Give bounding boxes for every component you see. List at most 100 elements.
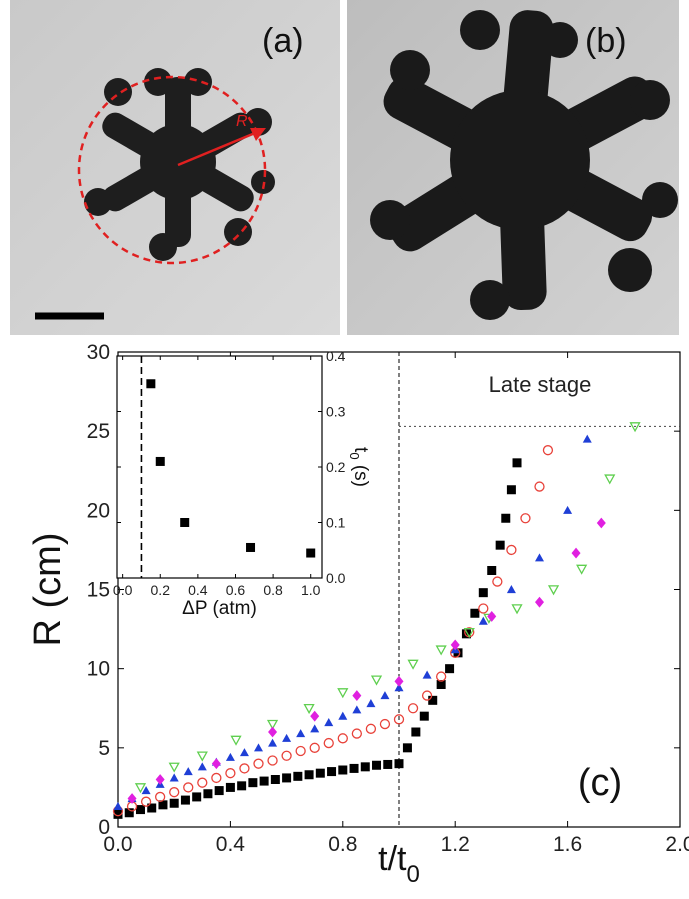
marker — [394, 675, 404, 687]
marker — [337, 688, 349, 699]
marker — [511, 604, 523, 615]
marker — [282, 773, 292, 783]
marker — [351, 728, 363, 739]
chart: 0.00.40.81.21.62.0051015202530Early stag… — [27, 341, 689, 888]
marker — [135, 805, 145, 815]
y-tick-label: 5 — [98, 737, 110, 760]
y-tick-label: 10 — [87, 658, 110, 681]
x-axis-label: t/t0 — [378, 840, 420, 888]
marker — [169, 798, 179, 808]
marker — [501, 513, 511, 523]
marker — [211, 772, 222, 784]
y-tick-label: 25 — [87, 420, 110, 443]
marker — [158, 800, 168, 810]
marker — [196, 751, 208, 762]
x-tick-label: 1.6 — [553, 833, 582, 856]
marker — [520, 513, 531, 524]
marker — [393, 714, 405, 725]
marker — [146, 379, 156, 389]
marker — [230, 735, 242, 746]
radius-label: R — [236, 113, 248, 130]
marker — [259, 776, 269, 786]
y-axis-label-text: t — [350, 447, 371, 453]
marker — [478, 616, 488, 625]
marker — [394, 759, 404, 769]
marker — [246, 542, 256, 552]
x-axis-label: ΔP (atm) — [182, 598, 257, 619]
marker — [127, 793, 137, 804]
y-tick-label: 30 — [87, 341, 110, 364]
marker — [211, 758, 221, 770]
marker — [237, 781, 247, 791]
marker — [239, 748, 249, 757]
marker — [461, 629, 471, 639]
marker — [360, 762, 370, 772]
marker — [365, 723, 377, 734]
marker — [304, 770, 314, 780]
marker — [547, 585, 560, 596]
marker — [169, 787, 180, 798]
marker — [124, 808, 134, 818]
marker — [225, 768, 236, 779]
marker — [435, 671, 447, 682]
panel-label: (b) — [585, 22, 627, 60]
marker — [303, 704, 315, 715]
y-axis-label: R (cm) — [27, 533, 69, 647]
marker — [268, 738, 278, 747]
marker — [380, 691, 390, 700]
marker — [487, 566, 497, 575]
marker — [323, 737, 334, 749]
marker — [563, 505, 573, 514]
marker — [282, 733, 292, 742]
x-tick-label: 0.4 — [188, 582, 208, 598]
x-tick-label: 0.6 — [226, 582, 246, 598]
marker — [180, 518, 190, 527]
panel-label: (a) — [262, 22, 304, 60]
marker — [366, 699, 376, 708]
marker — [253, 758, 264, 769]
marker — [239, 763, 250, 774]
y-tick-label: 0.0 — [326, 570, 346, 586]
marker — [450, 639, 460, 651]
marker — [534, 481, 545, 492]
marker — [506, 485, 516, 495]
marker — [315, 768, 325, 778]
marker — [155, 774, 165, 785]
marker — [629, 422, 641, 433]
marker — [349, 763, 359, 773]
photo-a: R (a) — [10, 0, 340, 335]
marker — [154, 791, 166, 803]
marker — [542, 445, 554, 456]
annotation: Late stage — [489, 372, 592, 397]
x-tick-label: 0.2 — [151, 582, 171, 598]
y-axis-label-unit: (s) — [350, 460, 371, 487]
marker — [492, 576, 503, 587]
y-tick-label: 0 — [98, 816, 110, 839]
marker — [407, 659, 419, 670]
marker — [535, 596, 544, 608]
marker — [168, 762, 180, 773]
marker — [478, 588, 488, 598]
photo-b: (b) — [347, 0, 679, 335]
marker — [197, 777, 208, 788]
marker — [295, 745, 306, 757]
x-tick-label: 0.8 — [263, 582, 283, 598]
marker — [604, 474, 616, 485]
marker — [310, 710, 320, 722]
marker — [370, 675, 383, 686]
marker — [535, 553, 544, 562]
marker — [306, 548, 316, 558]
x-tick-label: 1.0 — [301, 582, 321, 598]
marker — [141, 786, 151, 795]
x-tick-label: 0.0 — [103, 833, 132, 856]
marker — [487, 611, 497, 622]
marker — [248, 778, 258, 788]
marker — [576, 564, 588, 575]
marker — [402, 743, 412, 753]
y-tick-label: 0.3 — [326, 404, 346, 420]
marker — [422, 670, 432, 679]
y-axis-label-subscript: 0 — [347, 452, 362, 459]
marker — [203, 789, 213, 799]
series — [127, 517, 606, 804]
